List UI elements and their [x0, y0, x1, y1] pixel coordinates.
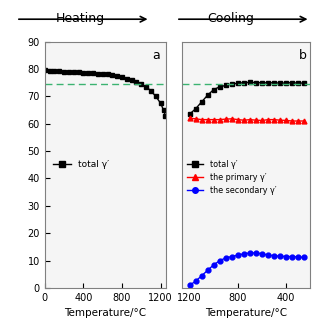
Text: Cooling: Cooling [207, 12, 254, 25]
Text: b: b [299, 49, 307, 62]
Text: a: a [153, 49, 160, 62]
Legend: total γ′, the primary γ′, the secondary γ′: total γ′, the primary γ′, the secondary … [184, 156, 279, 198]
X-axis label: Temperature/°C: Temperature/°C [205, 308, 287, 318]
Text: Heating: Heating [55, 12, 105, 25]
Legend: total γ′: total γ′ [49, 157, 113, 173]
X-axis label: Temperature/°C: Temperature/°C [65, 308, 147, 318]
